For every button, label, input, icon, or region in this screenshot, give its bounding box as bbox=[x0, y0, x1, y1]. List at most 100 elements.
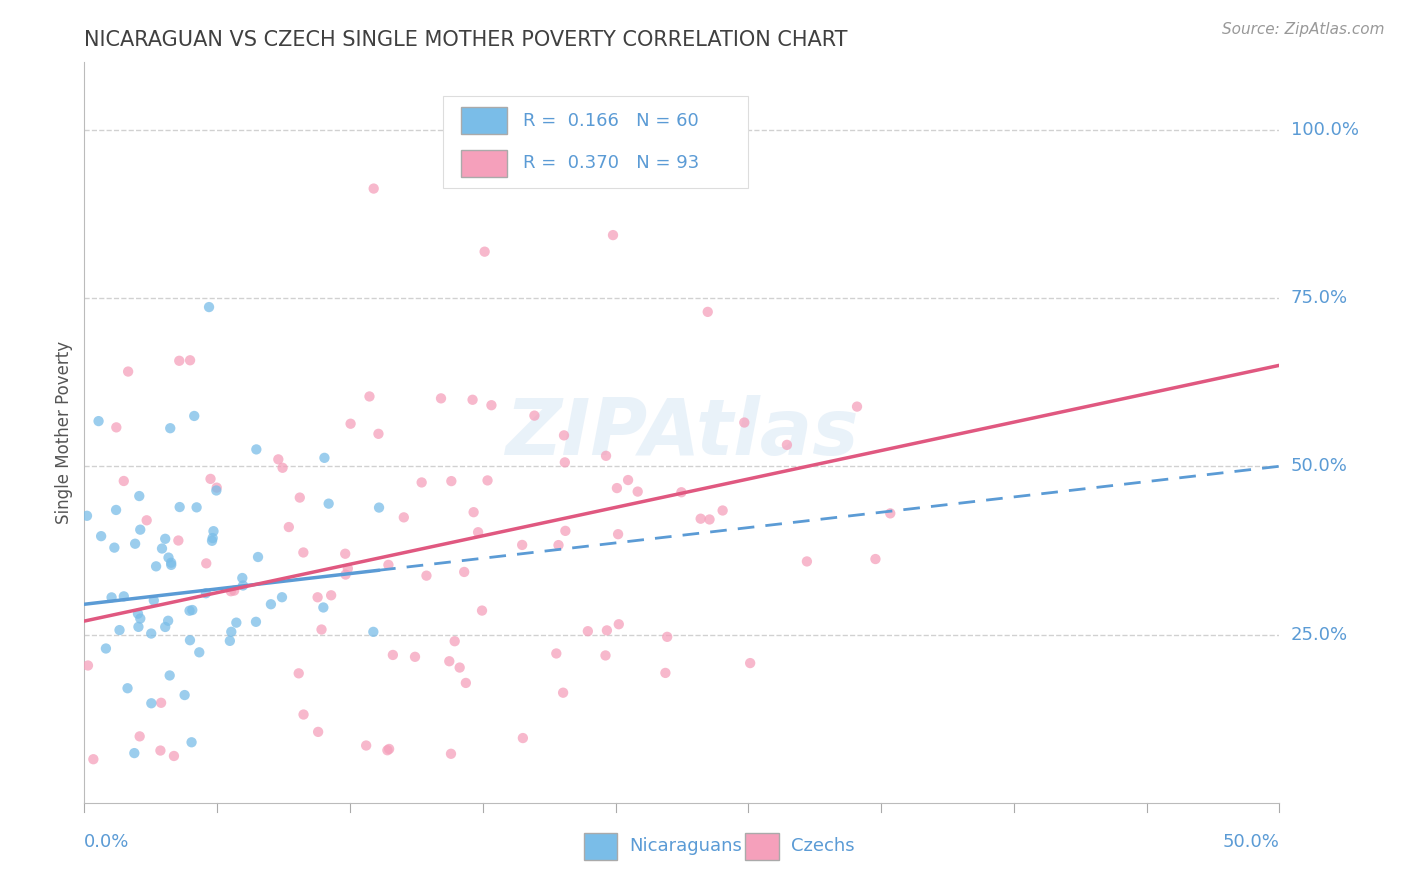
Point bbox=[292, 707, 315, 722]
Text: ZIPAtlas: ZIPAtlas bbox=[505, 394, 859, 471]
Point bbox=[654, 665, 676, 680]
Point bbox=[440, 747, 463, 761]
Point bbox=[443, 634, 465, 648]
FancyBboxPatch shape bbox=[583, 833, 617, 860]
Point bbox=[307, 591, 329, 605]
Point bbox=[477, 474, 499, 488]
Point bbox=[141, 696, 163, 710]
Point bbox=[796, 554, 818, 568]
Point bbox=[77, 658, 100, 673]
Text: 50.0%: 50.0% bbox=[1291, 458, 1347, 475]
Point bbox=[181, 603, 204, 617]
Point bbox=[454, 676, 477, 690]
Point bbox=[141, 626, 163, 640]
Point bbox=[314, 450, 336, 465]
Point bbox=[157, 550, 180, 565]
Point bbox=[124, 746, 146, 760]
Point bbox=[463, 505, 485, 519]
Point bbox=[247, 549, 270, 564]
Point bbox=[381, 648, 404, 662]
Text: Czechs: Czechs bbox=[790, 838, 855, 855]
Point bbox=[439, 654, 461, 668]
Point bbox=[202, 524, 225, 538]
Point bbox=[194, 586, 217, 600]
Point bbox=[453, 565, 475, 579]
Point bbox=[76, 508, 98, 523]
Point bbox=[167, 353, 190, 368]
Point bbox=[339, 417, 361, 431]
Point bbox=[219, 584, 242, 599]
Text: Source: ZipAtlas.com: Source: ZipAtlas.com bbox=[1222, 22, 1385, 37]
Point bbox=[606, 481, 628, 495]
Point bbox=[179, 604, 201, 618]
Point bbox=[267, 452, 290, 467]
FancyBboxPatch shape bbox=[745, 833, 779, 860]
Point bbox=[128, 489, 150, 503]
Point bbox=[160, 556, 183, 570]
Point bbox=[221, 624, 243, 639]
Point bbox=[449, 660, 471, 674]
Point bbox=[596, 624, 619, 638]
Point bbox=[169, 500, 191, 514]
Point bbox=[287, 666, 309, 681]
Point bbox=[128, 730, 150, 744]
Point bbox=[363, 624, 385, 639]
Point bbox=[90, 529, 112, 543]
Point bbox=[159, 421, 181, 435]
Text: 0.0%: 0.0% bbox=[84, 833, 129, 851]
Point bbox=[159, 668, 181, 682]
Point bbox=[354, 739, 377, 753]
Point bbox=[378, 742, 401, 756]
Point bbox=[595, 449, 617, 463]
Point bbox=[311, 623, 333, 637]
Text: Nicaraguans: Nicaraguans bbox=[630, 838, 742, 855]
Point bbox=[124, 537, 146, 551]
Point bbox=[127, 607, 149, 621]
Point bbox=[127, 620, 149, 634]
Point bbox=[82, 752, 104, 766]
Point bbox=[149, 743, 172, 757]
Point bbox=[271, 591, 294, 605]
Point bbox=[129, 611, 152, 625]
Point bbox=[232, 578, 254, 592]
Point bbox=[87, 414, 110, 428]
FancyBboxPatch shape bbox=[461, 150, 508, 177]
Point bbox=[231, 571, 253, 585]
Point bbox=[617, 473, 640, 487]
Point bbox=[112, 474, 135, 488]
Point bbox=[377, 743, 399, 757]
Text: 25.0%: 25.0% bbox=[1291, 625, 1348, 643]
Point bbox=[474, 244, 496, 259]
Point bbox=[245, 442, 267, 457]
Point bbox=[879, 507, 901, 521]
Point bbox=[467, 525, 489, 540]
Point bbox=[183, 409, 205, 423]
Point bbox=[404, 649, 426, 664]
Point bbox=[335, 547, 357, 561]
Point bbox=[180, 735, 202, 749]
Point bbox=[129, 523, 152, 537]
Text: 75.0%: 75.0% bbox=[1291, 289, 1348, 307]
FancyBboxPatch shape bbox=[461, 107, 508, 134]
Point bbox=[368, 500, 391, 515]
Point bbox=[160, 558, 183, 572]
Point bbox=[595, 648, 617, 663]
Point bbox=[415, 568, 437, 582]
Point bbox=[150, 696, 173, 710]
Point bbox=[367, 426, 389, 441]
Point bbox=[512, 731, 534, 745]
Point bbox=[553, 686, 575, 700]
Point bbox=[150, 541, 173, 556]
Point bbox=[225, 615, 247, 630]
Point bbox=[112, 590, 135, 604]
Point bbox=[607, 617, 630, 632]
Point bbox=[94, 641, 117, 656]
Point bbox=[117, 365, 139, 379]
Point bbox=[481, 398, 503, 412]
Point bbox=[201, 531, 224, 545]
Point bbox=[510, 538, 533, 552]
Point bbox=[865, 552, 887, 566]
Point bbox=[547, 538, 569, 552]
Point bbox=[245, 615, 267, 629]
Point bbox=[846, 400, 869, 414]
